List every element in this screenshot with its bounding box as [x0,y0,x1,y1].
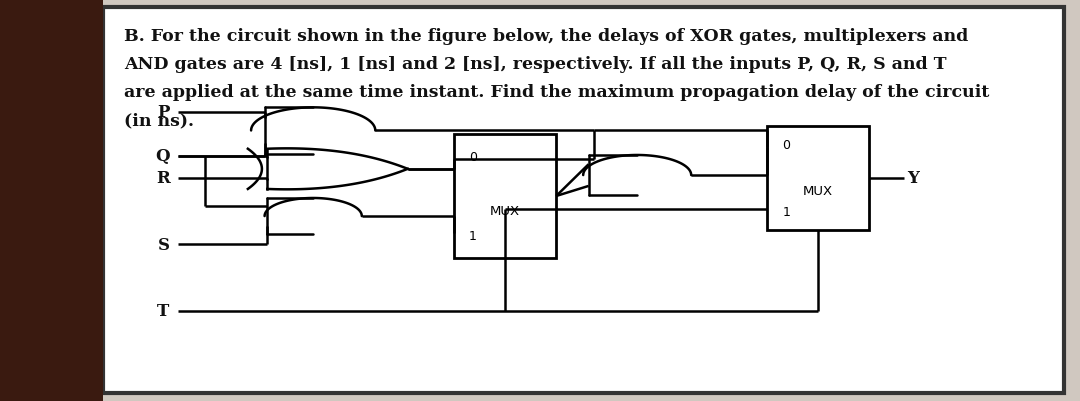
Text: MUX: MUX [804,184,833,197]
Text: T: T [158,302,170,319]
Text: Q: Q [154,148,170,165]
FancyBboxPatch shape [103,8,1064,393]
Bar [0,0,103,401]
Bar [767,126,869,231]
Text: B. For the circuit shown in the figure below, the delays of XOR gates, multiplex: B. For the circuit shown in the figure b… [124,28,969,45]
Text: are applied at the same time instant. Find the maximum propagation delay of the : are applied at the same time instant. Fi… [124,84,989,101]
Text: 0: 0 [469,150,477,163]
Text: AND gates are 4 [ns], 1 [ns] and 2 [ns], respectively. If all the inputs P, Q, R: AND gates are 4 [ns], 1 [ns] and 2 [ns],… [124,56,947,73]
Text: 1: 1 [469,230,477,243]
Bar [454,134,556,259]
Text: (in ns).: (in ns). [124,112,194,129]
Text: Y: Y [907,170,919,187]
Text: R: R [156,170,170,187]
Text: 0: 0 [782,139,791,152]
Text: S: S [158,236,170,253]
Text: P: P [158,104,170,121]
Text: MUX: MUX [490,205,519,218]
Text: 1: 1 [782,205,791,218]
